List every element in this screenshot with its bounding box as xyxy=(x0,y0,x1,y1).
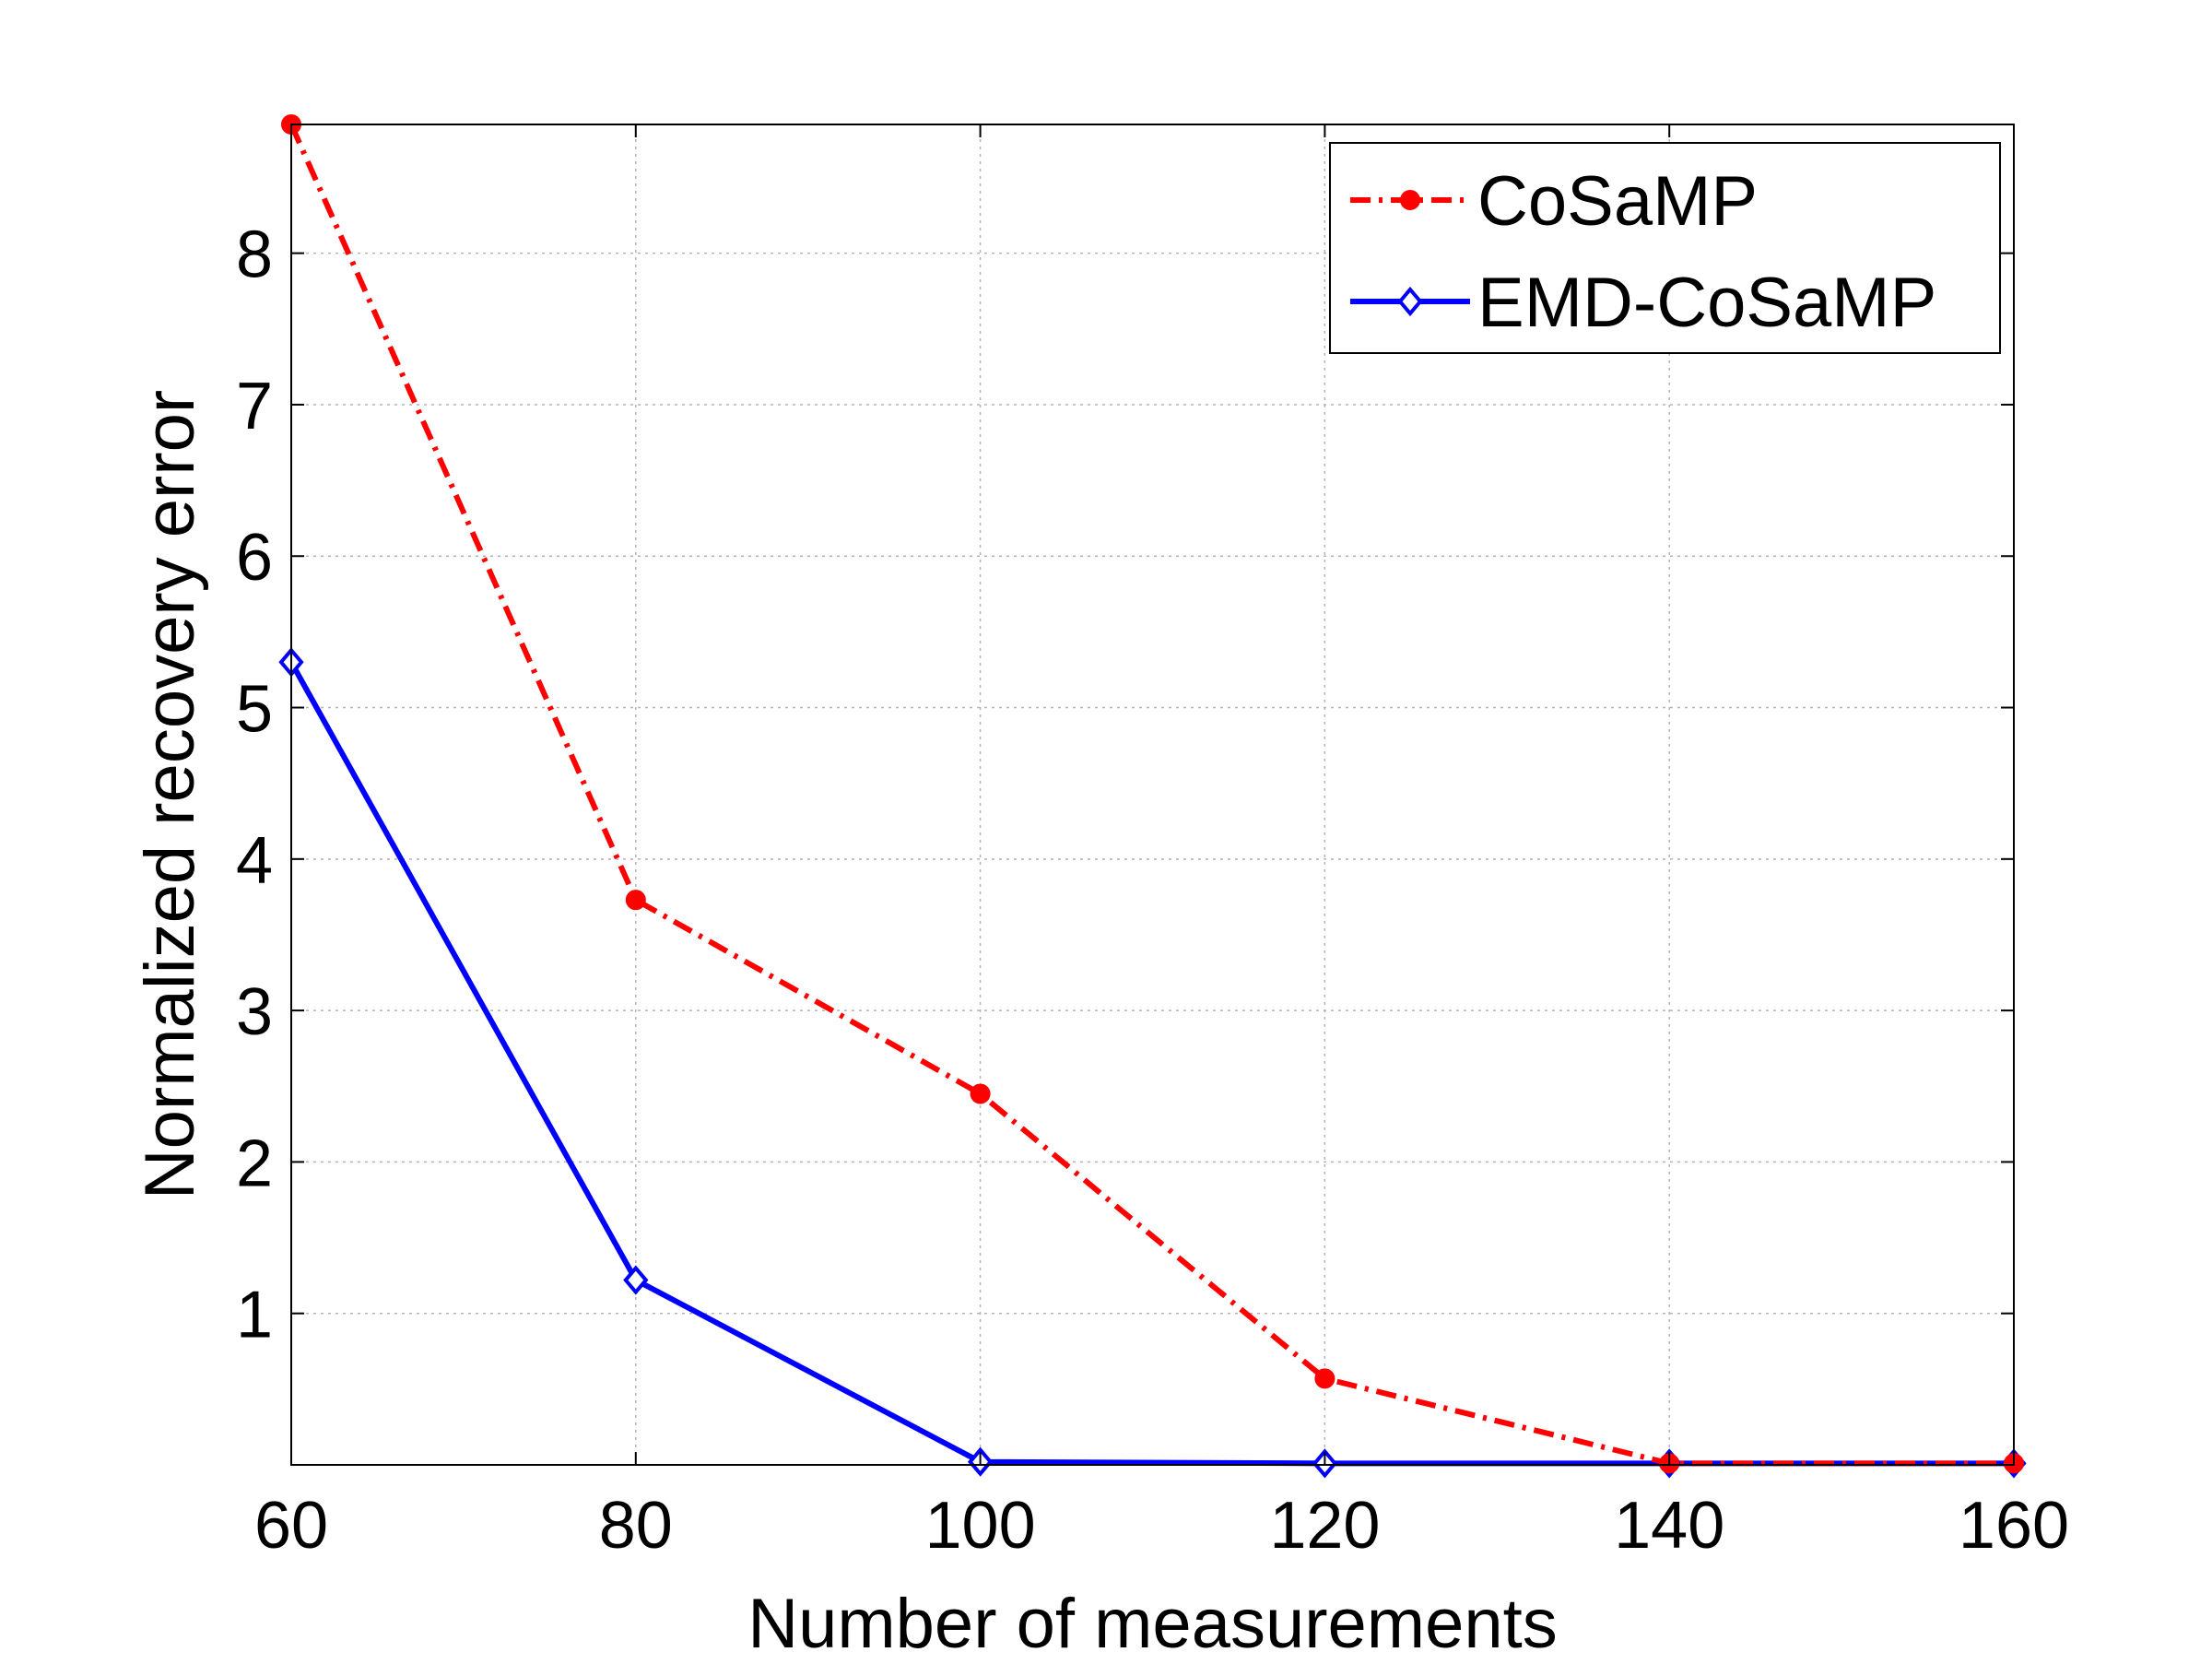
data-point-cosamp xyxy=(970,1083,991,1104)
legend-label-emd-cosamp: EMD-CoSaMP xyxy=(1477,264,1936,342)
x-tick-label: 160 xyxy=(1959,1489,2069,1563)
legend-box xyxy=(1329,142,2001,354)
data-point-cosamp xyxy=(625,890,646,911)
x-axis-label: Number of measurements xyxy=(747,1585,1558,1659)
y-axis-label: Normalized recovery error xyxy=(131,390,209,1199)
x-tick-label: 100 xyxy=(925,1489,1036,1563)
x-tick-label: 120 xyxy=(1269,1489,1380,1563)
legend-entries: CoSaMP EMD-CoSaMP xyxy=(1350,162,1936,342)
series-line-emd-cosamp xyxy=(288,660,2014,1467)
x-tick-label: 140 xyxy=(1614,1489,1724,1563)
legend-entry-emd-cosamp: EMD-CoSaMP xyxy=(1350,264,1936,342)
series-cosamp xyxy=(281,114,2024,1474)
y-tick-label: 8 xyxy=(236,218,273,292)
y-tick-label: 3 xyxy=(236,975,273,1049)
data-point-cosamp xyxy=(1314,1368,1335,1389)
series-line-cosamp xyxy=(288,123,2014,1467)
tick-labels: 60 80 100 120 140 160 1 2 3 4 5 6 7 8 xyxy=(236,218,2069,1563)
y-tick-label: 6 xyxy=(236,521,273,595)
ticks xyxy=(290,124,2015,1465)
y-tick-label: 7 xyxy=(236,370,273,443)
legend-label-cosamp: CoSaMP xyxy=(1477,162,1758,241)
x-tick-label: 80 xyxy=(599,1489,673,1563)
legend-marker-emd-cosamp xyxy=(1397,286,1423,317)
y-tick-label: 2 xyxy=(236,1127,273,1200)
y-tick-label: 5 xyxy=(236,673,273,747)
legend-marker-cosamp xyxy=(1400,190,1420,210)
y-tick-label: 4 xyxy=(236,824,273,898)
data-point-emd-cosamp xyxy=(623,1265,649,1295)
legend: CoSaMP EMD-CoSaMP xyxy=(1329,142,2001,354)
y-tick-label: 1 xyxy=(236,1279,273,1352)
plot-frame xyxy=(290,124,2015,1466)
x-tick-label: 60 xyxy=(254,1489,328,1563)
legend-entry-cosamp: CoSaMP xyxy=(1350,162,1758,241)
